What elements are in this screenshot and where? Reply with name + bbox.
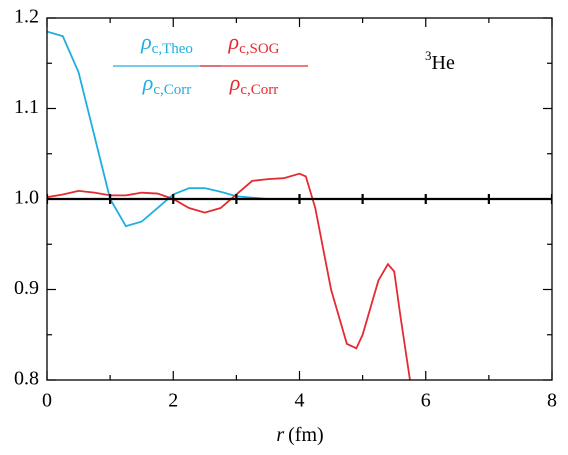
x-axis-label: r (fm) [276,424,323,446]
legend-subscript: c,Theo [152,41,193,57]
x-tick-label: 2 [168,390,178,412]
y-tick-label: 0.8 [14,368,39,390]
legend-subscript: c,SOG [239,41,280,57]
y-tick-label: 1.1 [14,96,39,118]
legend-num: ρc,Theo [140,29,193,57]
annotation: 3He [425,48,455,74]
x-tick-label: 8 [547,390,557,412]
plot-area [47,30,552,380]
y-tick-label: 1.2 [14,6,39,28]
x-tick-label: 6 [421,390,431,412]
y-tick-label: 1.0 [14,187,39,209]
series-line [47,172,411,380]
legend-subscript: c,Corr [240,82,278,98]
legend-symbol: ρ [140,29,152,54]
legend-num: ρc,SOG [228,29,280,57]
annotation-text: He [432,52,455,74]
legend-den: ρc,Corr [142,70,191,98]
legend-symbol: ρ [229,70,241,95]
legend-den: ρc,Corr [229,70,278,98]
x-label-unit: (fm) [288,424,324,446]
x-tick-label: 0 [42,390,52,412]
x-label-var: r [276,424,284,446]
y-tick-label: 0.9 [14,277,39,299]
x-tick-label: 4 [295,390,305,412]
legend-symbol: ρ [228,29,240,54]
annotation-sup: 3 [425,48,432,63]
legend-subscript: c,Corr [153,82,191,98]
legend-symbol: ρ [142,70,154,95]
